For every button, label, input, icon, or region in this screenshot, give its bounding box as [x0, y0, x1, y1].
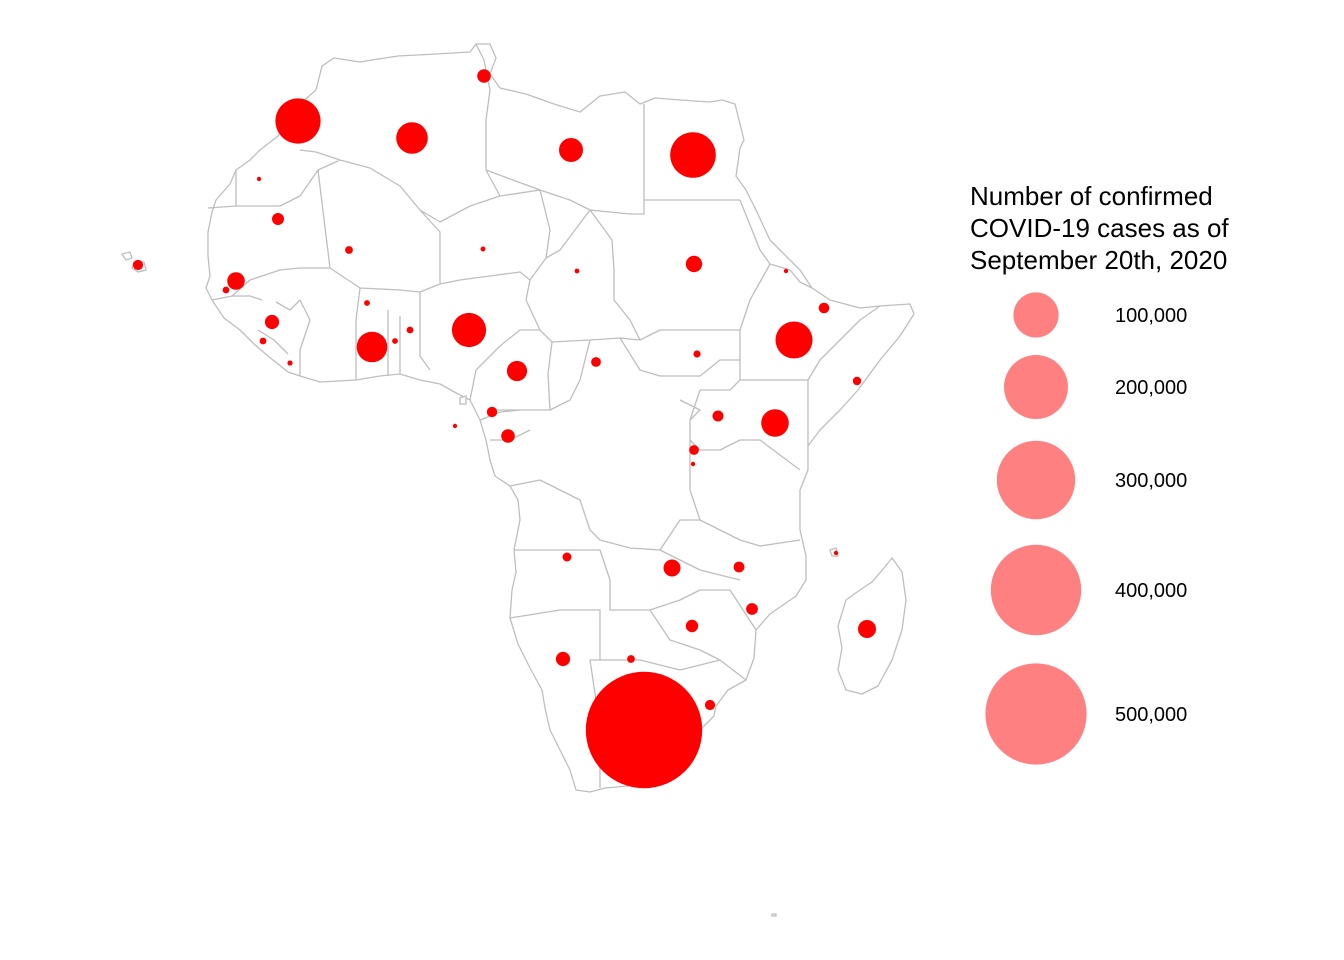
internal-borders — [207, 43, 881, 788]
bubble-angola — [562, 552, 572, 562]
bubble-ghana — [356, 331, 388, 363]
bubble-comoros — [833, 550, 839, 556]
mauritius-shape — [771, 913, 777, 917]
bubble-ethiopia — [775, 321, 813, 359]
bubble-equatorial-guinea — [486, 406, 498, 418]
bubble-mali — [345, 246, 353, 254]
africa-land — [120, 43, 915, 917]
bubble-chad — [574, 268, 580, 274]
legend-title-line-3: September 20th, 2020 — [970, 245, 1227, 275]
bubble-madagascar — [858, 620, 876, 638]
bubble-eswatini — [704, 699, 716, 711]
bubble-somalia — [852, 376, 862, 386]
bubble-western-sahara — [256, 176, 262, 182]
case-bubbles — [132, 69, 876, 789]
bubble-cameroon — [506, 360, 528, 382]
legend-label-4: 400,000 — [1115, 580, 1187, 602]
bubble-rwanda — [689, 445, 699, 455]
bubble-burundi — [690, 461, 696, 467]
legend-items: 100,000 200,000 300,000 400,000 500,000 — [985, 292, 1187, 765]
legend-bubble-2 — [1004, 355, 1068, 419]
bubble-guinea — [264, 314, 280, 330]
legend: Number of confirmed COVID-19 cases as of… — [970, 181, 1229, 765]
bubble-sudan — [685, 255, 703, 273]
bubble-djibouti — [818, 302, 830, 314]
bubble-malawi — [733, 561, 745, 573]
bubble-south-africa — [585, 671, 703, 789]
bubble-tunisia — [477, 69, 491, 83]
bubble-gambia — [231, 276, 241, 286]
bubble-algeria — [396, 122, 428, 154]
bubble-uganda — [712, 410, 724, 422]
bubble-cape-verde — [132, 259, 144, 271]
africa-outline — [205, 43, 915, 793]
bubble-benin — [406, 326, 414, 334]
legend-title-line-2: COVID-19 cases as of — [970, 213, 1229, 243]
bubble-south-sudan — [693, 350, 701, 358]
legend-label-2: 200,000 — [1115, 377, 1187, 399]
bubble-zimbabwe — [685, 619, 699, 633]
legend-title-line-1: Number of confirmed — [970, 181, 1213, 211]
bubble-kenya — [761, 409, 789, 437]
legend-bubble-3 — [996, 440, 1076, 520]
bubble-togo — [392, 338, 398, 344]
bubble-eritrea — [783, 268, 789, 274]
legend-bubble-4 — [990, 544, 1082, 636]
bubble-liberia — [287, 360, 293, 366]
bubble-sierra-leone — [259, 337, 267, 345]
bubble-zambia — [663, 559, 681, 577]
bubble-namibia — [555, 651, 571, 667]
bubble-car — [591, 357, 601, 367]
bubble-libya — [559, 138, 583, 162]
bubble-morocco — [275, 98, 321, 144]
bubble-gabon — [501, 429, 515, 443]
bubble-mauritania — [272, 213, 284, 225]
bioko-shape — [459, 395, 467, 405]
bubble-mozambique — [746, 603, 758, 615]
bubble-botswana — [627, 655, 635, 663]
bubble-burkina-faso — [364, 300, 370, 306]
bubble-nigeria — [451, 312, 487, 348]
bubble-guinea-bissau — [222, 286, 230, 294]
legend-label-3: 300,000 — [1115, 470, 1187, 492]
legend-label-1: 100,000 — [1115, 305, 1187, 327]
bubble-sao-tome — [452, 423, 458, 429]
legend-label-5: 500,000 — [1115, 704, 1187, 726]
legend-bubble-5 — [985, 663, 1087, 765]
legend-bubble-1 — [1013, 292, 1059, 338]
bubble-niger — [480, 246, 486, 252]
bubble-egypt — [670, 132, 716, 178]
